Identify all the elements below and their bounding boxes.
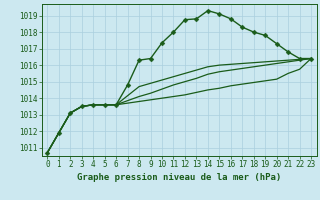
X-axis label: Graphe pression niveau de la mer (hPa): Graphe pression niveau de la mer (hPa) <box>77 173 281 182</box>
